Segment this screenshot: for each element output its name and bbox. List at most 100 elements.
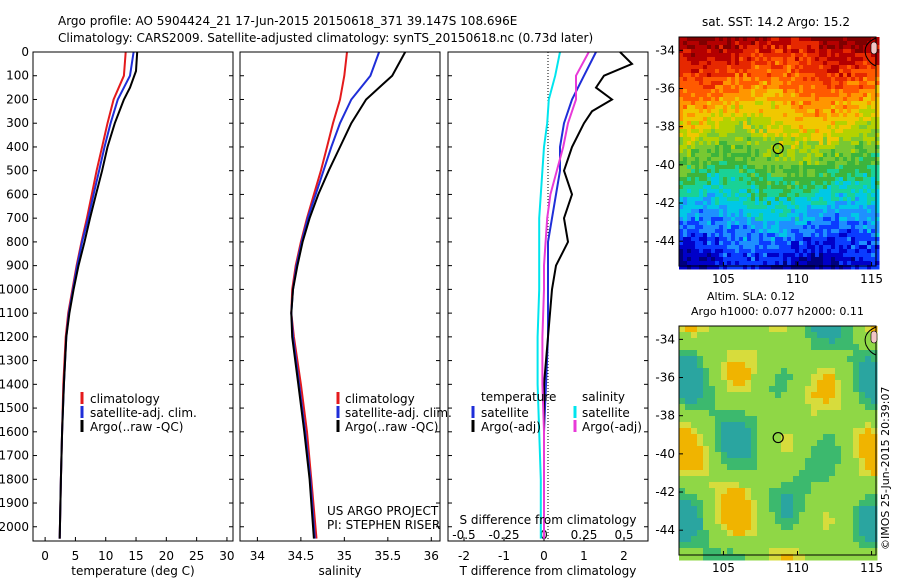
heatmap-cell xyxy=(807,265,812,270)
heatmap-cell xyxy=(755,157,760,162)
heatmap-cell xyxy=(817,404,824,411)
heatmap-cell xyxy=(815,225,820,230)
heatmap-cell xyxy=(695,253,700,258)
heatmap-cell xyxy=(743,181,748,186)
heatmap-cell xyxy=(687,157,692,162)
heatmap-cell xyxy=(827,205,832,210)
heatmap-cell xyxy=(871,464,878,471)
heatmap-cell xyxy=(707,105,712,110)
heatmap-cell xyxy=(855,213,860,218)
heatmap-cell xyxy=(795,265,800,270)
heatmap-cell xyxy=(709,482,716,489)
heatmap-cell xyxy=(767,129,772,134)
heatmap-cell xyxy=(719,229,724,234)
heatmap-cell xyxy=(735,161,740,166)
heatmap-cell xyxy=(703,69,708,74)
heatmap-cell xyxy=(711,89,716,94)
heatmap-cell xyxy=(835,121,840,126)
heatmap-cell xyxy=(805,374,812,381)
heatmap-cell xyxy=(739,332,746,339)
heatmap-cell xyxy=(747,153,752,158)
heatmap-cell xyxy=(703,265,708,270)
heatmap-cell xyxy=(799,494,806,501)
heatmap-cell xyxy=(703,392,710,399)
heatmap-cell xyxy=(811,464,818,471)
heatmap-cell xyxy=(775,536,782,543)
heatmap-cell xyxy=(775,129,780,134)
heatmap-cell xyxy=(859,350,866,357)
heatmap-cell xyxy=(763,153,768,158)
heatmap-cell xyxy=(769,398,776,405)
heatmap-cell xyxy=(759,257,764,262)
heatmap-cell xyxy=(733,398,740,405)
heatmap-cell xyxy=(739,338,746,345)
heatmap-cell xyxy=(755,41,760,46)
heatmap-cell xyxy=(727,73,732,78)
heatmap-cell xyxy=(807,85,812,90)
heatmap-cell xyxy=(839,81,844,86)
heatmap-cell xyxy=(863,149,868,154)
heatmap-cell xyxy=(815,221,820,226)
heatmap-cell xyxy=(707,257,712,262)
heatmap-cell xyxy=(851,117,856,122)
heatmap-cell xyxy=(781,512,788,519)
heatmap-cell xyxy=(787,81,792,86)
heatmap-cell xyxy=(835,205,840,210)
heatmap-cell xyxy=(871,253,876,258)
heatmap-cell xyxy=(859,458,866,465)
heatmap-cell xyxy=(811,422,818,429)
heatmap-cell xyxy=(839,161,844,166)
heatmap-cell xyxy=(751,374,758,381)
heatmap-cell xyxy=(855,97,860,102)
s-tick-label: 0.5 xyxy=(614,528,633,542)
heatmap-cell xyxy=(793,398,800,405)
heatmap-cell xyxy=(679,89,684,94)
heatmap-cell xyxy=(711,217,716,222)
heatmap-cell xyxy=(847,338,854,345)
heatmap-cell xyxy=(811,121,816,126)
heatmap-cell xyxy=(691,73,696,78)
heatmap-cell xyxy=(687,185,692,190)
heatmap-cell xyxy=(811,117,816,122)
heatmap-cell xyxy=(817,356,824,363)
heatmap-cell xyxy=(805,452,812,459)
heatmap-cell xyxy=(727,129,732,134)
heatmap-cell xyxy=(783,89,788,94)
heatmap-cell xyxy=(827,217,832,222)
heatmap-cell xyxy=(755,221,760,226)
heatmap-cell xyxy=(779,165,784,170)
heatmap-cell xyxy=(871,536,878,543)
heatmap-cell xyxy=(733,446,740,453)
heatmap-cell xyxy=(811,542,818,549)
heatmap-cell xyxy=(715,500,722,507)
heatmap-cell xyxy=(775,518,782,525)
heatmap-cell xyxy=(783,49,788,54)
heatmap-cell xyxy=(691,109,696,114)
heatmap-cell xyxy=(687,169,692,174)
heatmap-cell xyxy=(859,542,866,549)
heatmap-cell xyxy=(859,494,866,501)
heatmap-cell xyxy=(791,213,796,218)
heatmap-cell xyxy=(757,524,764,531)
heatmap-cell xyxy=(687,189,692,194)
heatmap-cell xyxy=(793,548,800,555)
heatmap-cell xyxy=(703,350,710,357)
heatmap-cell xyxy=(683,185,688,190)
heatmap-cell xyxy=(695,161,700,166)
heatmap-cell xyxy=(719,113,724,118)
heatmap-cell xyxy=(847,97,852,102)
heatmap-cell xyxy=(819,149,824,154)
heatmap-cell xyxy=(783,121,788,126)
heatmap-cell xyxy=(743,113,748,118)
heatmap-cell xyxy=(823,101,828,106)
heatmap-cell xyxy=(751,261,756,266)
heatmap-cell xyxy=(763,97,768,102)
heatmap-cell xyxy=(707,77,712,82)
heatmap-cell xyxy=(745,542,752,549)
heatmap-cell xyxy=(685,470,692,477)
heatmap-cell xyxy=(719,57,724,62)
heatmap-cell xyxy=(703,241,708,246)
heatmap-cell xyxy=(817,410,824,417)
heatmap-cell xyxy=(691,173,696,178)
heatmap-cell xyxy=(779,233,784,238)
